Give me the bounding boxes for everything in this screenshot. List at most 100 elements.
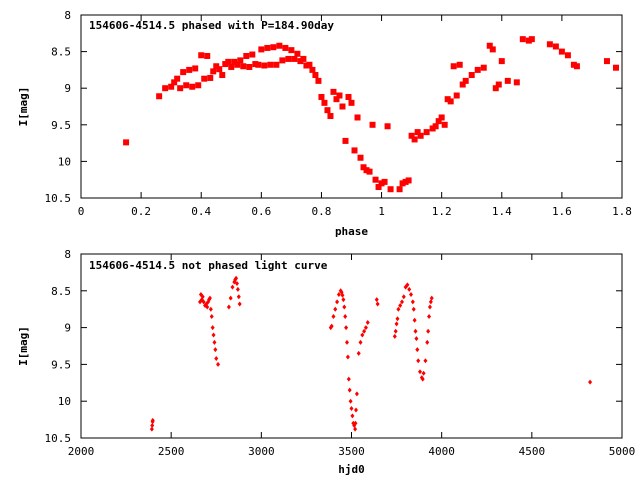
x-tick-label: 4000: [428, 445, 455, 458]
data-point: [427, 314, 432, 320]
data-point: [264, 44, 271, 51]
data-point: [450, 63, 457, 70]
y-axis-ticks: 8 8.5 9 9.5 10 10.5: [45, 9, 622, 205]
data-point: [411, 306, 416, 312]
data-point: [341, 297, 346, 303]
data-point: [399, 180, 406, 187]
data-point: [405, 282, 410, 288]
data-point: [214, 356, 219, 362]
data-point: [366, 168, 373, 175]
x-axis-label: hjd0: [338, 463, 365, 476]
data-point: [327, 113, 334, 120]
data-point: [495, 81, 502, 88]
data-point: [297, 58, 304, 65]
data-point: [174, 75, 181, 82]
x-tick-label: 1.4: [492, 205, 512, 218]
data-point: [354, 114, 361, 121]
data-point: [360, 332, 365, 338]
data-point: [410, 299, 415, 305]
x-tick-label: 1: [378, 205, 385, 218]
data-point: [396, 186, 403, 193]
data-point: [399, 299, 404, 305]
x-tick-label: 1.6: [552, 205, 572, 218]
data-point: [429, 295, 434, 301]
data-point: [398, 303, 403, 309]
x-tick-label: 5000: [609, 445, 636, 458]
data-point: [384, 123, 391, 130]
data-point: [387, 186, 394, 193]
data-point: [306, 61, 313, 68]
data-point: [171, 79, 178, 86]
data-point: [228, 295, 233, 301]
data-point: [408, 132, 415, 139]
data-point: [291, 55, 298, 62]
x-tick-label: 3000: [248, 445, 275, 458]
data-point: [267, 61, 274, 68]
data-point: [415, 347, 420, 353]
data-point: [345, 354, 350, 360]
data-point: [150, 422, 155, 428]
data-point: [372, 176, 379, 183]
data-point: [588, 379, 593, 385]
data-point: [240, 63, 247, 70]
data-point: [343, 314, 348, 320]
data-point: [351, 147, 358, 154]
data-point: [309, 66, 316, 73]
data-point: [426, 328, 431, 334]
data-point: [358, 339, 363, 345]
data-point: [329, 323, 334, 329]
data-point: [211, 332, 216, 338]
data-point: [603, 58, 610, 65]
data-point: [216, 66, 223, 73]
data-point: [407, 286, 412, 292]
data-point: [418, 369, 423, 375]
data-point: [369, 121, 376, 128]
data-point: [564, 52, 571, 59]
data-point: [416, 358, 421, 364]
data-point: [474, 66, 481, 73]
data-point: [324, 107, 331, 114]
data-point: [234, 280, 239, 286]
data-point: [486, 42, 493, 49]
data-point: [339, 103, 346, 110]
data-point: [212, 339, 217, 345]
data-series: [123, 36, 619, 193]
data-point: [570, 61, 577, 68]
y-tick-label: 9: [64, 322, 71, 335]
y-tick-label: 8.5: [51, 46, 71, 59]
data-point: [552, 43, 559, 50]
data-point: [261, 62, 268, 69]
data-point: [225, 58, 232, 65]
data-point: [312, 72, 319, 79]
x-tick-label: 2500: [158, 445, 185, 458]
data-point: [362, 328, 367, 334]
data-point: [156, 93, 163, 100]
y-tick-label: 9.5: [51, 358, 71, 371]
data-point: [447, 98, 454, 105]
data-point: [342, 137, 349, 144]
data-point: [340, 292, 345, 298]
data-point: [393, 328, 398, 334]
data-point: [356, 350, 361, 356]
data-point: [438, 114, 445, 121]
data-point: [354, 407, 359, 413]
data-point: [417, 132, 424, 139]
data-point: [270, 44, 277, 51]
x-tick-label: 0: [78, 205, 85, 218]
x-axis-label: phase: [335, 225, 368, 238]
data-point: [336, 92, 343, 99]
data-point: [432, 123, 439, 130]
x-tick-label: 1.2: [432, 205, 452, 218]
data-point: [226, 304, 231, 310]
data-point: [513, 79, 520, 86]
data-point: [208, 306, 213, 312]
data-point: [210, 68, 217, 75]
data-point: [381, 178, 388, 185]
data-point: [558, 48, 565, 55]
y-tick-label: 9.5: [51, 119, 71, 132]
data-point: [186, 66, 193, 73]
data-point: [318, 93, 325, 100]
y-tick-label: 8: [64, 248, 71, 261]
data-point: [345, 93, 352, 100]
chart-title: 154606-4514.5 phased with P=184.90day: [89, 19, 334, 32]
